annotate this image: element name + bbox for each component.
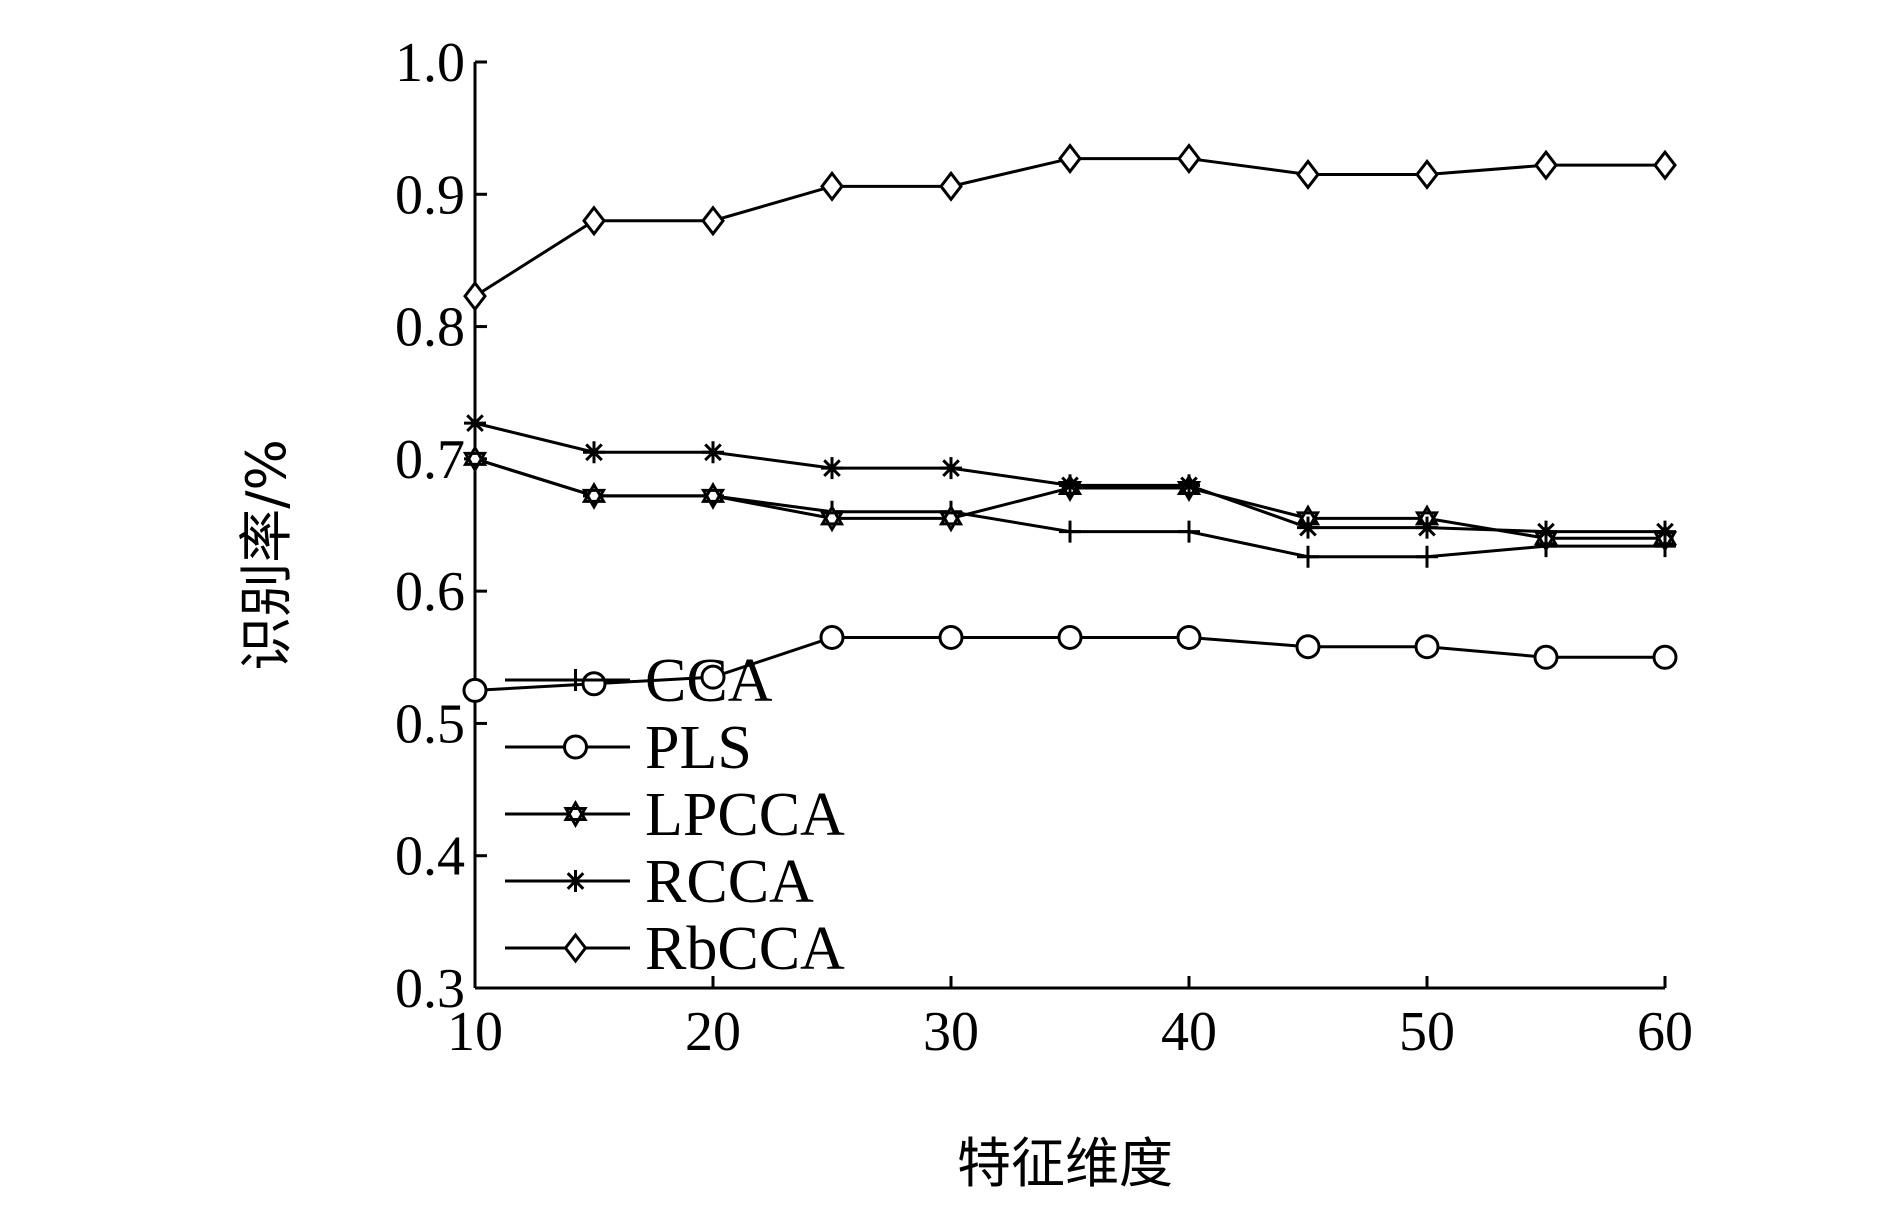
series-layer — [462, 143, 1678, 703]
data-point-asterisk — [1297, 516, 1319, 539]
y-tick-label: 0.4 — [395, 826, 465, 888]
data-point-circle — [1176, 624, 1202, 650]
y-axis-title: 识别率/% — [235, 439, 298, 671]
legend-label: PLS — [645, 714, 752, 782]
x-tick-label: 10 — [447, 1001, 503, 1063]
hexagram-triangle-down — [819, 511, 845, 533]
legend-label: LPCCA — [645, 781, 845, 849]
data-point-circle — [581, 671, 607, 697]
series-rbcca — [463, 143, 1677, 312]
data-point-circle — [563, 734, 588, 760]
y-tick-label: 0.3 — [395, 958, 465, 1020]
data-point-diamond — [1296, 158, 1320, 190]
data-point-asterisk — [464, 412, 486, 435]
series-pls — [462, 624, 1678, 703]
data-point-hexagram — [563, 800, 588, 828]
data-point-diamond — [463, 280, 487, 312]
x-tick-label: 60 — [1637, 1001, 1693, 1063]
x-axis-title: 特征维度 — [957, 1132, 1173, 1195]
data-point-asterisk — [564, 870, 587, 892]
y-tick-label: 0.9 — [395, 164, 465, 226]
data-point-diamond — [1653, 149, 1677, 181]
data-point-circle — [1057, 624, 1083, 650]
data-point-hexagram — [819, 504, 845, 533]
series-rcca — [464, 412, 1676, 543]
y-tick-label: 0.8 — [395, 297, 465, 359]
legend-item-cca: CCA — [505, 647, 773, 715]
hexagram-triangle-down — [563, 807, 588, 828]
data-point-asterisk — [821, 457, 843, 480]
data-point-asterisk — [1535, 520, 1557, 543]
data-point-circle — [1652, 644, 1678, 670]
y-tick-label: 0.5 — [395, 693, 465, 755]
data-point-circle — [700, 664, 726, 690]
data-point-hexagram — [462, 444, 488, 473]
y-tick-label: 1.0 — [395, 32, 465, 94]
hexagram-triangle-down — [462, 451, 488, 473]
data-point-diamond — [1534, 149, 1558, 181]
data-point-asterisk — [583, 441, 605, 464]
data-point-circle — [462, 677, 488, 703]
data-point-asterisk — [1654, 520, 1676, 543]
x-tick-label: 40 — [1161, 1001, 1217, 1063]
data-point-hexagram — [700, 481, 726, 510]
data-point-plus — [564, 669, 587, 691]
hexagram-triangle-down — [700, 488, 726, 510]
data-point-diamond — [563, 932, 588, 964]
y-tick-label: 0.7 — [395, 429, 465, 491]
data-point-hexagram — [581, 481, 607, 510]
data-point-diamond — [701, 205, 725, 237]
data-point-circle — [1295, 634, 1321, 660]
legend-label: RCCA — [645, 848, 814, 916]
y-tick-label: 0.6 — [395, 561, 465, 623]
series-cca — [464, 447, 1676, 568]
data-point-diamond — [1415, 158, 1439, 190]
data-point-asterisk — [1059, 474, 1081, 497]
data-point-diamond — [1177, 143, 1201, 175]
data-point-asterisk — [1178, 474, 1200, 497]
data-point-asterisk — [1416, 516, 1438, 539]
hexagram-triangle-down — [581, 488, 607, 510]
data-point-hexagram — [938, 504, 964, 533]
data-point-diamond — [1058, 143, 1082, 175]
data-point-circle — [1414, 634, 1440, 660]
x-tick-label: 20 — [685, 1001, 741, 1063]
legend-item-rbcca: RbCCA — [505, 915, 845, 983]
data-point-asterisk — [702, 441, 724, 464]
data-point-plus — [1178, 520, 1200, 543]
legend-label: RbCCA — [645, 915, 845, 983]
hexagram-triangle-down — [938, 511, 964, 533]
data-point-diamond — [820, 170, 844, 202]
x-tick-label: 50 — [1399, 1001, 1455, 1063]
x-tick-label: 30 — [923, 1001, 979, 1063]
legend-item-pls: PLS — [505, 714, 752, 782]
data-point-circle — [938, 624, 964, 650]
series-line-rbcca — [474, 157, 1665, 298]
data-point-diamond — [939, 170, 963, 202]
legend-label: CCA — [645, 647, 773, 715]
data-point-plus — [1059, 520, 1081, 543]
data-point-diamond — [582, 205, 606, 237]
axes: 0.3 0.4 0.5 0.6 0.7 0.8 0.9 1.0 10 20 30 40 50 60 — [395, 32, 1693, 1063]
data-point-plus — [1297, 545, 1319, 568]
data-point-circle — [1533, 644, 1559, 670]
legend-item-lpcca: LPCCA — [505, 781, 845, 849]
legend-item-rcca: RCCA — [505, 848, 814, 916]
data-point-plus — [1416, 545, 1438, 568]
data-point-asterisk — [940, 457, 962, 480]
data-point-circle — [819, 624, 845, 650]
